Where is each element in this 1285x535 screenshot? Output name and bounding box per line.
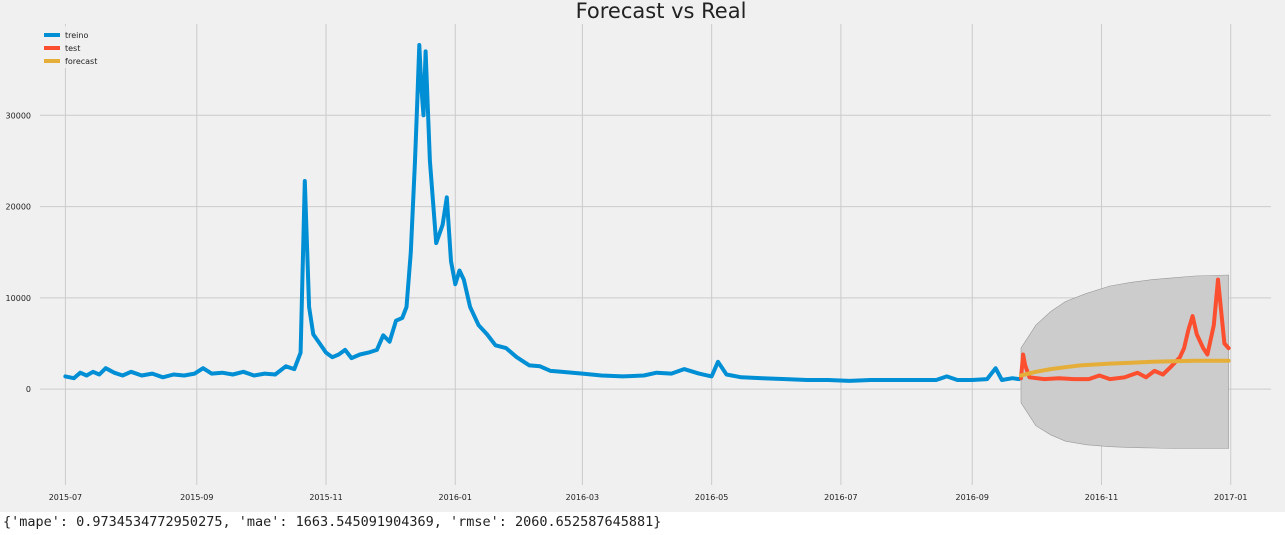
series-line-test: [1019, 277, 1231, 382]
y-tick-label: 30000: [6, 111, 31, 120]
series-line-treino: [63, 43, 1021, 383]
x-tick-label: 2015-11: [309, 493, 342, 502]
y-tick-label: 20000: [6, 203, 31, 212]
forecast-chart: 2015-07 2015-09 2015-11 2016-01 2016-03 2016-…: [0, 0, 1285, 512]
y-tick-label: 10000: [6, 294, 31, 303]
x-tick-label: 2015-09: [180, 493, 213, 502]
series-line-forecast: [1019, 358, 1231, 378]
legend-label-treino: treino: [65, 31, 88, 40]
legend: treino test forecast: [40, 26, 104, 68]
y-tick-label: 0: [26, 385, 31, 394]
x-tick-label: 2016-11: [1085, 493, 1118, 502]
metrics-output: {'mape': 0.9734534772950275, 'mae': 1663…: [3, 514, 662, 530]
x-tick-label: 2016-05: [695, 493, 728, 502]
x-tick-label: 2016-03: [566, 493, 599, 502]
legend-label-test: test: [65, 44, 80, 53]
x-tick-label: 2016-09: [956, 493, 989, 502]
x-tick-label: 2016-01: [439, 493, 472, 502]
chart-title: Forecast vs Real: [576, 0, 747, 23]
series-lines: [63, 43, 1231, 383]
y-axis-ticks: 0 10000 20000 30000: [6, 111, 31, 394]
legend-label-forecast: forecast: [65, 57, 97, 66]
x-tick-label: 2015-07: [49, 493, 82, 502]
x-tick-label: 2016-07: [824, 493, 857, 502]
x-axis-ticks: 2015-07 2015-09 2015-11 2016-01 2016-03 2016-…: [49, 493, 1248, 502]
x-tick-label: 2017-01: [1214, 493, 1247, 502]
